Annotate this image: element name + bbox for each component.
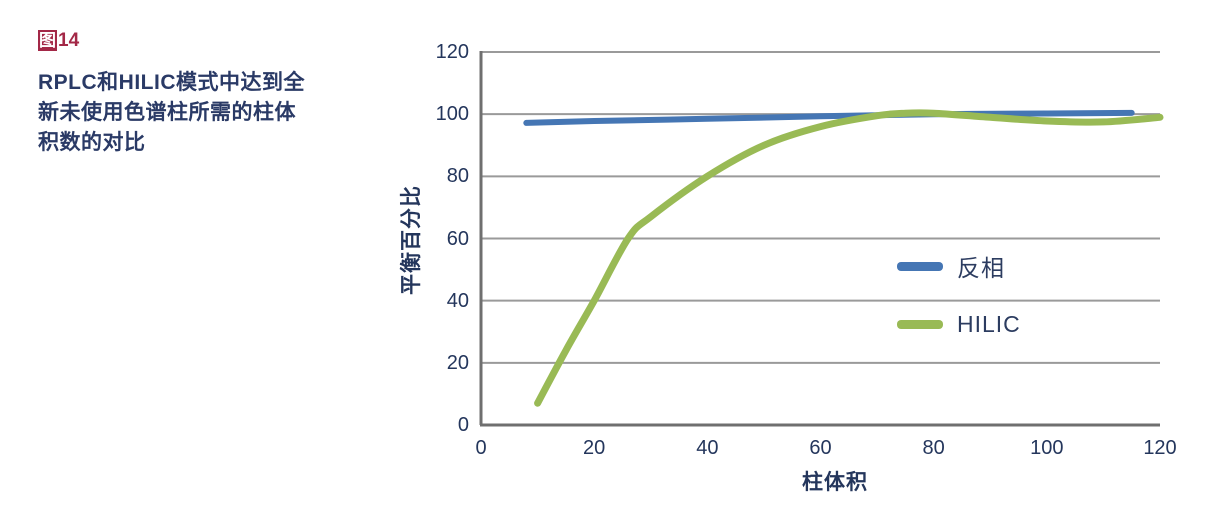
legend-swatch-hilic bbox=[897, 319, 943, 329]
y-tick-label: 80 bbox=[446, 165, 469, 188]
x-tick-label: 120 bbox=[1143, 437, 1177, 459]
figure-glyph-badge: 图 bbox=[38, 30, 57, 51]
figure-number: 14 bbox=[58, 30, 80, 51]
x-tick-label: 80 bbox=[922, 437, 945, 459]
axes bbox=[479, 51, 1160, 427]
legend-swatch-reversed-phase bbox=[897, 261, 943, 271]
figure-label: 图 14 bbox=[38, 30, 368, 54]
x-tick-label: 20 bbox=[583, 437, 606, 459]
y-tick-label: 60 bbox=[446, 227, 469, 250]
legend-label-hilic: HILIC bbox=[957, 310, 1021, 337]
y-tick-label: 0 bbox=[457, 414, 469, 436]
series-lines bbox=[523, 109, 1164, 407]
y-axis-title: 平衡百分比 bbox=[400, 185, 423, 295]
x-tick-label: 100 bbox=[1030, 437, 1064, 459]
x-tick-label: 60 bbox=[809, 437, 832, 459]
x-axis-title: 柱体积 bbox=[802, 471, 868, 494]
legend-label-reversed-phase: 反相 bbox=[957, 255, 1005, 281]
legend-item-reversed-phase: 反相 bbox=[897, 249, 1021, 283]
figure-caption-line: 积数的对比 bbox=[38, 131, 146, 154]
y-tick-label: 120 bbox=[435, 41, 469, 63]
legend-item-hilic: HILIC bbox=[897, 307, 1021, 341]
y-tick-label: 20 bbox=[446, 351, 469, 374]
figure-caption-line: RPLC和HILIC模式中达到全 bbox=[38, 71, 305, 94]
x-tick-label: 40 bbox=[696, 437, 719, 459]
figure-caption: RPLC和HILIC模式中达到全 新未使用色谱柱所需的柱体 积数的对比 bbox=[38, 68, 368, 158]
x-tick-label: 0 bbox=[475, 437, 487, 459]
y-tick-label: 100 bbox=[435, 103, 469, 126]
figure-caption-line: 新未使用色谱柱所需的柱体 bbox=[38, 101, 296, 124]
y-tick-label: 40 bbox=[446, 289, 469, 312]
legend: 反相 HILIC bbox=[897, 249, 1021, 365]
figure-caption-block: 图 14 RPLC和HILIC模式中达到全 新未使用色谱柱所需的柱体 积数的对比 bbox=[38, 30, 368, 158]
